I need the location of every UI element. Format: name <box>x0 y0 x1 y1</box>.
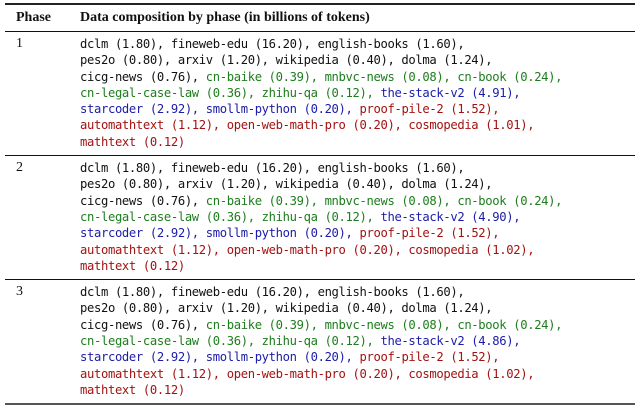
composition-line: cn-legal-case-law (0.36), zhihu-qa (0.12… <box>80 333 635 349</box>
composition-line: dclm (1.80), fineweb-edu (16.20), englis… <box>80 36 635 52</box>
composition-line: mathtext (0.12) <box>80 134 635 150</box>
composition-cell: dclm (1.80), fineweb-edu (16.20), englis… <box>80 284 635 398</box>
composition-line: cicg-news (0.76), cn-baike (0.39), mnbvc… <box>80 317 635 333</box>
composition-line: pes2o (0.80), arxiv (1.20), wikipedia (0… <box>80 52 635 68</box>
composition-line: automathtext (1.12), open-web-math-pro (… <box>80 242 635 258</box>
dataset-group-blue: starcoder (2.92), smollm-python (0.20), <box>80 102 360 117</box>
phase-number: 2 <box>16 160 23 176</box>
composition-line: pes2o (0.80), arxiv (1.20), wikipedia (0… <box>80 300 635 316</box>
composition-line: starcoder (2.92), smollm-python (0.20), … <box>80 349 635 365</box>
composition-line: cicg-news (0.76), cn-baike (0.39), mnbvc… <box>80 193 635 209</box>
dataset-group-green: cn-legal-case-law (0.36), zhihu-qa (0.12… <box>80 334 381 349</box>
composition-line: cicg-news (0.76), cn-baike (0.39), mnbvc… <box>80 69 635 85</box>
composition-line: dclm (1.80), fineweb-edu (16.20), englis… <box>80 160 635 176</box>
dataset-group-red: automathtext (1.12), open-web-math-pro (… <box>80 242 535 257</box>
phase-number: 3 <box>16 284 23 300</box>
dataset-group-black: cicg-news (0.76), <box>80 193 206 208</box>
header-phase: Phase <box>16 10 51 25</box>
data-composition-table: Phase Data composition by phase (in bill… <box>5 3 635 406</box>
dataset-group-black: pes2o (0.80), arxiv (1.20), wikipedia (0… <box>80 53 493 68</box>
dataset-group-red: mathtext (0.12) <box>80 258 185 273</box>
composition-line: starcoder (2.92), smollm-python (0.20), … <box>80 225 635 241</box>
dataset-group-black: dclm (1.80), fineweb-edu (16.20), englis… <box>80 161 465 176</box>
composition-line: automathtext (1.12), open-web-math-pro (… <box>80 366 635 382</box>
dataset-group-red: proof-pile-2 (1.52), <box>359 350 500 365</box>
dataset-group-green: cn-legal-case-law (0.36), zhihu-qa (0.12… <box>80 209 381 224</box>
composition-cell: dclm (1.80), fineweb-edu (16.20), englis… <box>80 36 635 150</box>
phase-number: 1 <box>16 36 23 51</box>
row-rule <box>5 155 635 157</box>
dataset-group-green: cn-baike (0.39), mnbvc-news (0.08), cn-b… <box>205 69 563 84</box>
dataset-group-blue: the-stack-v2 (4.91), <box>380 85 521 100</box>
dataset-group-blue: the-stack-v2 (4.86), <box>380 334 521 349</box>
dataset-group-red: proof-pile-2 (1.52), <box>359 102 500 117</box>
composition-line: cn-legal-case-law (0.36), zhihu-qa (0.12… <box>80 85 635 101</box>
dataset-group-green: cn-legal-case-law (0.36), zhihu-qa (0.12… <box>80 85 381 100</box>
dataset-group-black: cicg-news (0.76), <box>80 69 206 84</box>
dataset-group-red: automathtext (1.12), open-web-math-pro (… <box>80 118 535 133</box>
dataset-group-red: proof-pile-2 (1.52), <box>359 226 500 241</box>
table-row: 3 dclm (1.80), fineweb-edu (16.20), engl… <box>5 280 635 403</box>
dataset-group-black: dclm (1.80), fineweb-edu (16.20), englis… <box>80 285 465 300</box>
row-rule <box>5 279 635 281</box>
table-row: 1 dclm (1.80), fineweb-edu (16.20), engl… <box>5 32 635 155</box>
composition-line: cn-legal-case-law (0.36), zhihu-qa (0.12… <box>80 209 635 225</box>
dataset-group-black: pes2o (0.80), arxiv (1.20), wikipedia (0… <box>80 301 493 316</box>
composition-line: pes2o (0.80), arxiv (1.20), wikipedia (0… <box>80 176 635 192</box>
top-rule <box>5 3 635 5</box>
composition-line: starcoder (2.92), smollm-python (0.20), … <box>80 101 635 117</box>
composition-line: mathtext (0.12) <box>80 258 635 274</box>
dataset-group-black: dclm (1.80), fineweb-edu (16.20), englis… <box>80 37 465 51</box>
dataset-group-blue: starcoder (2.92), smollm-python (0.20), <box>80 226 360 241</box>
dataset-group-black: pes2o (0.80), arxiv (1.20), wikipedia (0… <box>80 177 493 192</box>
header-composition: Data composition by phase (in billions o… <box>80 10 370 25</box>
dataset-group-red: mathtext (0.12) <box>80 382 185 397</box>
table-row: 2 dclm (1.80), fineweb-edu (16.20), engl… <box>5 156 635 279</box>
composition-line: mathtext (0.12) <box>80 382 635 398</box>
composition-line: dclm (1.80), fineweb-edu (16.20), englis… <box>80 284 635 300</box>
bottom-rule <box>5 403 635 406</box>
dataset-group-black: cicg-news (0.76), <box>80 317 206 332</box>
composition-line: automathtext (1.12), open-web-math-pro (… <box>80 117 635 133</box>
dataset-group-green: cn-baike (0.39), mnbvc-news (0.08), cn-b… <box>205 193 563 208</box>
table-header: Phase Data composition by phase (in bill… <box>5 5 635 31</box>
dataset-group-blue: starcoder (2.92), smollm-python (0.20), <box>80 350 360 365</box>
header-rule <box>5 31 635 32</box>
dataset-group-green: cn-baike (0.39), mnbvc-news (0.08), cn-b… <box>205 317 563 332</box>
dataset-group-blue: the-stack-v2 (4.90), <box>380 209 521 224</box>
dataset-group-red: mathtext (0.12) <box>80 134 185 149</box>
dataset-group-red: automathtext (1.12), open-web-math-pro (… <box>80 366 535 381</box>
composition-cell: dclm (1.80), fineweb-edu (16.20), englis… <box>80 160 635 274</box>
